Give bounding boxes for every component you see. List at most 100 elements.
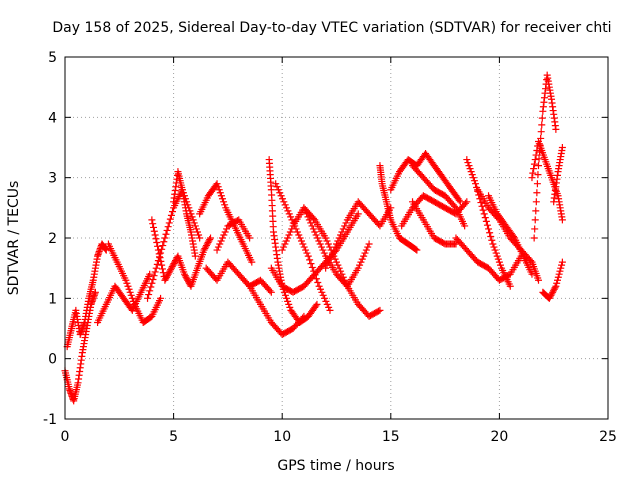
data-point bbox=[272, 180, 280, 188]
data-point bbox=[338, 270, 346, 278]
data-point bbox=[204, 239, 212, 247]
data-point bbox=[318, 288, 326, 296]
data-point bbox=[538, 114, 546, 122]
data-point bbox=[530, 234, 538, 242]
data-point bbox=[180, 270, 188, 278]
data-point bbox=[335, 264, 343, 272]
data-point bbox=[124, 282, 132, 290]
data-point bbox=[327, 252, 335, 260]
x-axis-ticks: 0 5 10 15 20 25 bbox=[61, 57, 617, 445]
data-point bbox=[357, 258, 365, 266]
data-point bbox=[330, 246, 338, 254]
data-point bbox=[299, 240, 307, 248]
data-point bbox=[207, 234, 215, 242]
data-point bbox=[184, 276, 192, 284]
x-tick-label: 5 bbox=[169, 429, 178, 445]
data-point bbox=[164, 270, 172, 278]
data-point bbox=[364, 243, 372, 251]
data-point bbox=[278, 195, 286, 203]
data-point bbox=[165, 269, 173, 277]
data-point bbox=[302, 246, 310, 254]
data-point bbox=[266, 287, 274, 295]
data-point bbox=[188, 213, 196, 221]
y-tick-label: 4 bbox=[48, 110, 57, 126]
data-point bbox=[183, 275, 191, 283]
data-point bbox=[151, 268, 159, 276]
data-point bbox=[313, 234, 321, 242]
data-point bbox=[467, 168, 475, 176]
data-point bbox=[273, 183, 281, 191]
data-point bbox=[485, 225, 493, 233]
data-point bbox=[286, 228, 294, 236]
series-track-g bbox=[170, 168, 199, 260]
data-point bbox=[159, 242, 167, 250]
data-point bbox=[311, 271, 319, 279]
series-track-s bbox=[387, 150, 464, 206]
data-point bbox=[323, 261, 331, 269]
data-point bbox=[152, 235, 160, 243]
data-point bbox=[144, 294, 152, 302]
data-point bbox=[324, 240, 332, 248]
data-point bbox=[274, 186, 282, 194]
data-point bbox=[322, 234, 330, 242]
data-point bbox=[155, 250, 163, 258]
data-point bbox=[150, 223, 158, 231]
series-track-b bbox=[63, 240, 110, 351]
data-point bbox=[213, 246, 221, 254]
x-tick-label: 10 bbox=[273, 429, 291, 445]
data-point bbox=[478, 202, 486, 210]
data-point bbox=[284, 234, 292, 242]
y-tick-label: 3 bbox=[48, 171, 57, 187]
data-point bbox=[530, 165, 538, 173]
data-point bbox=[284, 297, 292, 305]
data-point bbox=[284, 207, 292, 215]
series-track-k bbox=[265, 156, 321, 326]
data-point bbox=[488, 236, 496, 244]
y-tick-label: 5 bbox=[48, 50, 57, 66]
data-point bbox=[555, 270, 563, 278]
series-track-r bbox=[376, 162, 421, 254]
data-point bbox=[477, 199, 485, 207]
data-point bbox=[361, 249, 369, 257]
data-point bbox=[341, 276, 349, 284]
data-point bbox=[148, 279, 156, 287]
data-point bbox=[530, 160, 538, 168]
data-point bbox=[146, 287, 154, 295]
data-point bbox=[356, 261, 364, 269]
data-point bbox=[182, 273, 190, 281]
data-point bbox=[288, 225, 296, 233]
data-point bbox=[170, 260, 178, 268]
data-point bbox=[557, 264, 565, 272]
data-point bbox=[150, 227, 158, 235]
data-point bbox=[125, 285, 133, 293]
data-point bbox=[486, 229, 494, 237]
data-point bbox=[278, 246, 286, 254]
data-point bbox=[267, 288, 275, 296]
data-point bbox=[309, 225, 317, 233]
data-point bbox=[313, 300, 321, 308]
data-point bbox=[323, 237, 331, 245]
data-point bbox=[285, 300, 293, 308]
data-point bbox=[318, 243, 326, 251]
data-point bbox=[339, 273, 347, 281]
series-track-p bbox=[300, 204, 384, 320]
data-point bbox=[169, 261, 177, 269]
data-point bbox=[145, 291, 153, 299]
data-point bbox=[360, 252, 368, 260]
data-point bbox=[202, 242, 210, 250]
data-point bbox=[362, 246, 370, 254]
data-point bbox=[322, 297, 330, 305]
data-point bbox=[338, 228, 346, 236]
data-point bbox=[217, 192, 225, 200]
series-track-z bbox=[485, 192, 536, 278]
data-point bbox=[216, 189, 224, 197]
data-point bbox=[283, 294, 291, 302]
data-point bbox=[166, 267, 174, 275]
data-point bbox=[323, 300, 331, 308]
x-tick-label: 20 bbox=[490, 429, 508, 445]
data-point bbox=[322, 264, 330, 272]
data-point bbox=[358, 255, 366, 263]
data-point bbox=[529, 169, 537, 177]
data-point bbox=[218, 195, 226, 203]
data-point bbox=[365, 240, 373, 248]
